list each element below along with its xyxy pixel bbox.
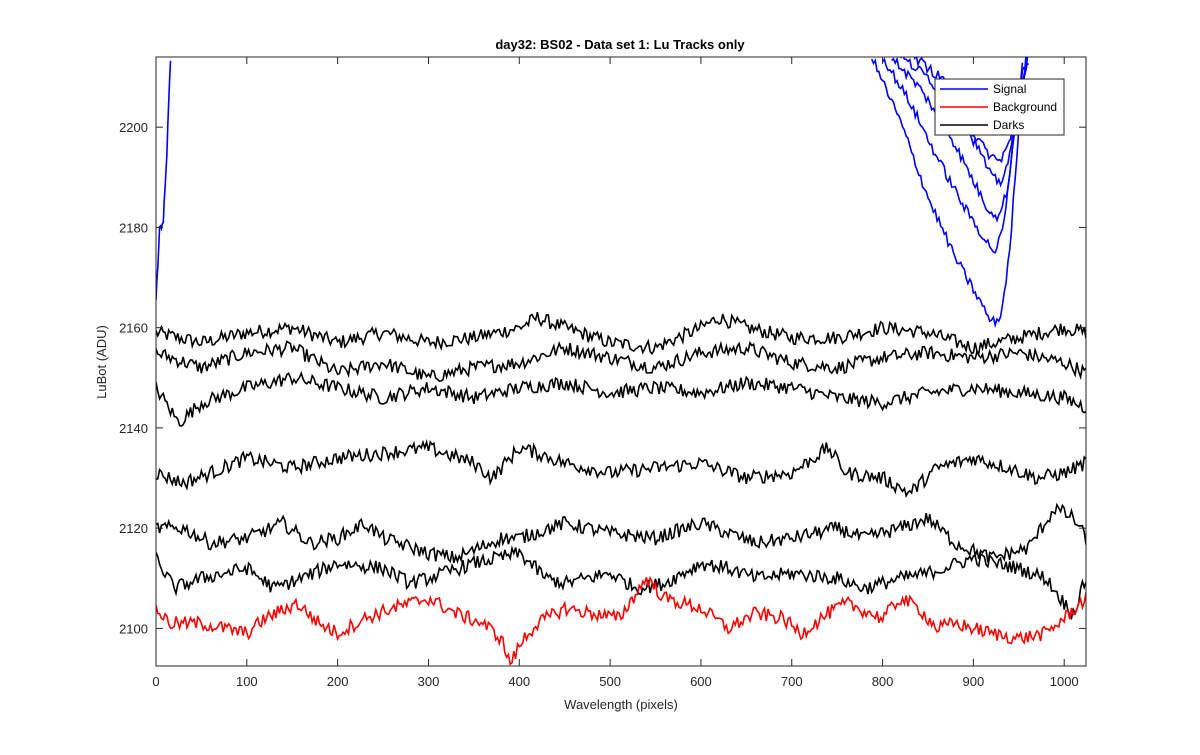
x-tick-label: 1000 (1050, 674, 1079, 689)
y-tick-label: 2180 (119, 220, 148, 235)
y-tick-label: 2120 (119, 521, 148, 536)
x-tick-label: 500 (599, 674, 621, 689)
x-tick-label: 0 (152, 674, 159, 689)
y-tick-label: 2100 (119, 621, 148, 636)
background-series-line (156, 575, 1086, 666)
darks-series-line-2 (156, 340, 1086, 383)
legend: Signal Background Darks (934, 78, 1065, 136)
signal-series-line-3 (891, 57, 1025, 223)
x-tick-label: 900 (963, 674, 985, 689)
x-tick-label: 200 (327, 674, 349, 689)
x-tick-label: 700 (781, 674, 803, 689)
signal-series-left-branch (156, 60, 172, 301)
legend-label-signal: Signal (993, 82, 1026, 96)
x-tick-label: 800 (872, 674, 894, 689)
darks-series-line-1 (156, 312, 1086, 356)
x-tick-label: 300 (418, 674, 440, 689)
axis-ticks: 0 100 200 300 400 500 600 700 800 900 1000 2100 2120… (119, 57, 1086, 689)
x-tick-label: 100 (236, 674, 258, 689)
darks-series-line-6 (156, 545, 1086, 621)
legend-label-background: Background (993, 100, 1057, 114)
darks-series-line-3 (156, 371, 1086, 427)
y-tick-label: 2160 (119, 321, 148, 336)
x-tick-label: 400 (508, 674, 530, 689)
darks-series-line-4 (156, 438, 1086, 499)
chart-title: day32: BS02 - Data set 1: Lu Tracks only (495, 37, 745, 52)
y-tick-label: 2140 (119, 421, 148, 436)
signal-series-line-2 (881, 57, 1024, 254)
plot-area-frame (155, 56, 1087, 667)
y-tick-label: 2200 (119, 120, 148, 135)
darks-series-line-5 (156, 502, 1086, 564)
x-tick-label: 600 (690, 674, 712, 689)
legend-label-darks: Darks (993, 118, 1024, 132)
signal-series-line-1 (870, 57, 1027, 329)
y-axis-label: LuBot (ADU) (94, 325, 109, 399)
x-axis-label: Wavelength (pixels) (564, 697, 678, 712)
